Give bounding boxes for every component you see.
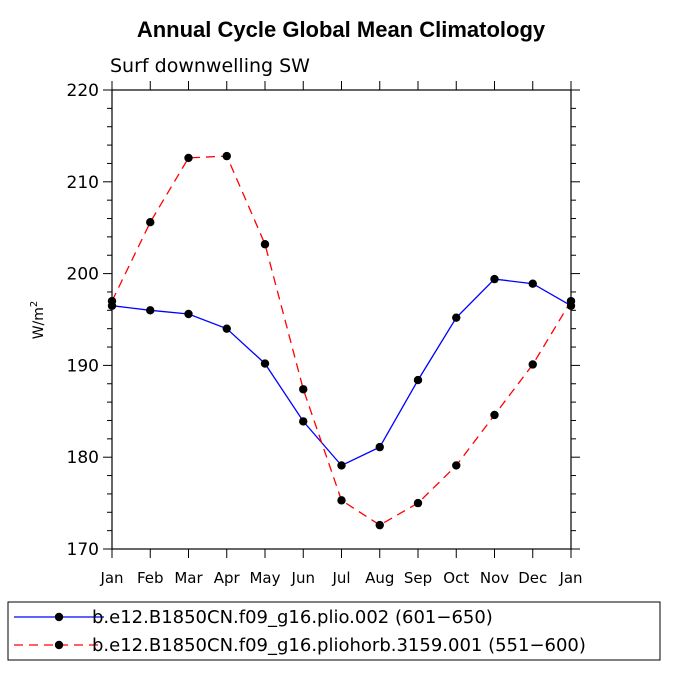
- chart-subtitle: Surf downwelling SW: [110, 55, 310, 77]
- legend-marker-1: [54, 612, 64, 622]
- series-line-2: [111, 155, 572, 526]
- legend-label-1: b.e12.B1850CN.f09_g16.plio.002 (601−650): [92, 607, 493, 628]
- series-2-point: [375, 520, 384, 530]
- series-1-point: [146, 306, 155, 315]
- series-2-point: [337, 496, 346, 505]
- series-1-point: [490, 274, 499, 284]
- x-tick-label: Aug: [365, 569, 394, 587]
- legend: b.e12.B1850CN.f09_g16.plio.002 (601−650)…: [7, 601, 661, 661]
- x-tick-label: Jan: [99, 569, 123, 587]
- x-tick-label: Oct: [443, 569, 469, 587]
- y-tick-label: 190: [67, 356, 99, 376]
- series-1-point: [222, 324, 231, 333]
- series-1-point: [260, 359, 270, 368]
- y-axis-label-base: W/m: [31, 307, 47, 339]
- y-tick-label: 220: [67, 81, 99, 101]
- series-1-point: [337, 461, 346, 470]
- x-tick-label: Apr: [214, 569, 241, 587]
- series-2-point: [452, 461, 461, 470]
- series-1-point: [452, 313, 461, 322]
- series-2-point: [184, 153, 193, 163]
- x-tick-label: Feb: [137, 569, 164, 587]
- series-2-point: [528, 360, 537, 369]
- series-1-point: [184, 309, 193, 319]
- x-tick-label: Dec: [518, 569, 547, 587]
- x-tick-label: Jun: [291, 569, 315, 587]
- series-2-point: [260, 240, 270, 249]
- y-axis-label: W/m2: [29, 301, 47, 340]
- y-tick-label: 180: [67, 448, 99, 468]
- series-2-point: [222, 151, 231, 161]
- x-tick-label: May: [249, 569, 280, 587]
- legend-label-2: b.e12.B1850CN.f09_g16.pliohorb.3159.001 …: [92, 635, 586, 656]
- x-tick-label: Mar: [174, 569, 203, 587]
- series-2-point: [566, 296, 576, 306]
- y-tick-label: 210: [67, 173, 99, 193]
- series-1-point: [375, 442, 384, 452]
- legend-marker-2: [54, 640, 64, 650]
- series-2-point: [299, 385, 308, 394]
- series-2-point: [107, 296, 117, 306]
- y-axis-label-superscript: 2: [29, 301, 40, 307]
- x-tick-label: Sep: [404, 569, 432, 587]
- y-tick-label: 200: [67, 265, 99, 285]
- y-tick-label: 170: [67, 540, 99, 560]
- x-tick-label: Jul: [331, 569, 350, 587]
- axes-group: 170 180 190 200 210 220 Jan Feb Mar Apr May Jun Jul A…: [67, 81, 583, 587]
- series-1-point: [528, 279, 537, 288]
- series-line-1: [111, 278, 572, 467]
- plot-frame: [111, 89, 572, 550]
- series-2-point: [146, 217, 155, 227]
- x-tick-label: Jan: [558, 569, 582, 587]
- legend-box: [7, 601, 661, 661]
- series-2-point: [490, 410, 499, 420]
- series-1-point: [413, 375, 423, 385]
- series-group: [107, 151, 576, 530]
- series-2-point: [413, 498, 423, 508]
- chart-title: Annual Cycle Global Mean Climatology: [137, 17, 546, 42]
- x-tick-label: Nov: [480, 569, 509, 587]
- series-1-point: [299, 417, 308, 426]
